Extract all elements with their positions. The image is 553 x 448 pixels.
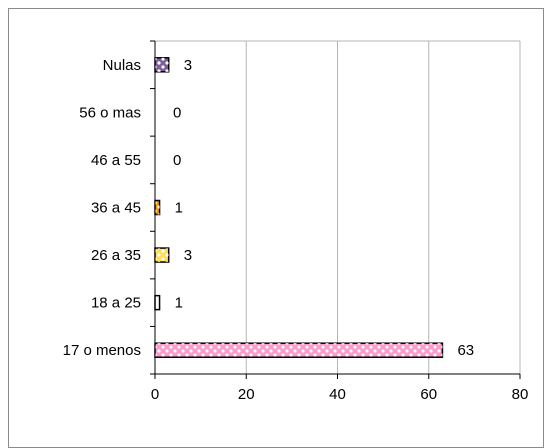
bar-17-o-menos [154, 342, 444, 358]
x-tick-label-80: 80 [512, 386, 529, 403]
value-label-36-a-45: 1 [175, 200, 183, 217]
bar-fill-18-a-25 [154, 294, 161, 311]
category-label-26-a-35: 26 a 35 [91, 247, 141, 264]
value-label-46-a-55: 0 [173, 152, 181, 169]
bar-26-a-35 [154, 247, 170, 263]
bar-18-a-25 [154, 294, 161, 311]
value-label-17-o-menos: 63 [457, 342, 474, 359]
bar-36-a-45 [154, 199, 161, 216]
category-label-46-a-55: 46 a 55 [91, 152, 141, 169]
value-label-56-o-mas: 0 [173, 104, 181, 121]
value-label-18-a-25: 1 [175, 295, 183, 312]
x-tick-label-0: 0 [151, 386, 159, 403]
bar-pattern-26-a-35 [155, 248, 169, 263]
x-tick-label-20: 20 [238, 386, 255, 403]
bar-pattern-36-a-45 [155, 200, 160, 215]
x-tick-label-40: 40 [329, 386, 346, 403]
bar-chart: 17 o menos 63 18 a 25 1 26 a 35 3 36 a 45 1 46 a… [63, 40, 529, 403]
x-tick-label-60: 60 [420, 386, 437, 403]
bar-nulas [154, 57, 170, 73]
category-label-36-a-45: 36 a 45 [91, 200, 141, 217]
category-label-nulas: Nulas [103, 57, 141, 74]
bar-pattern-17-o-menos [155, 343, 443, 358]
chart-frame: 17 o menos 63 18 a 25 1 26 a 35 3 36 a 45 1 46 a… [8, 8, 544, 448]
category-label-56-o-mas: 56 o mas [79, 104, 141, 121]
category-label-17-o-menos: 17 o menos [63, 342, 141, 359]
category-label-18-a-25: 18 a 25 [91, 295, 141, 312]
value-label-nulas: 3 [184, 57, 192, 74]
value-label-26-a-35: 3 [184, 247, 192, 264]
bar-pattern-nulas [155, 57, 169, 72]
